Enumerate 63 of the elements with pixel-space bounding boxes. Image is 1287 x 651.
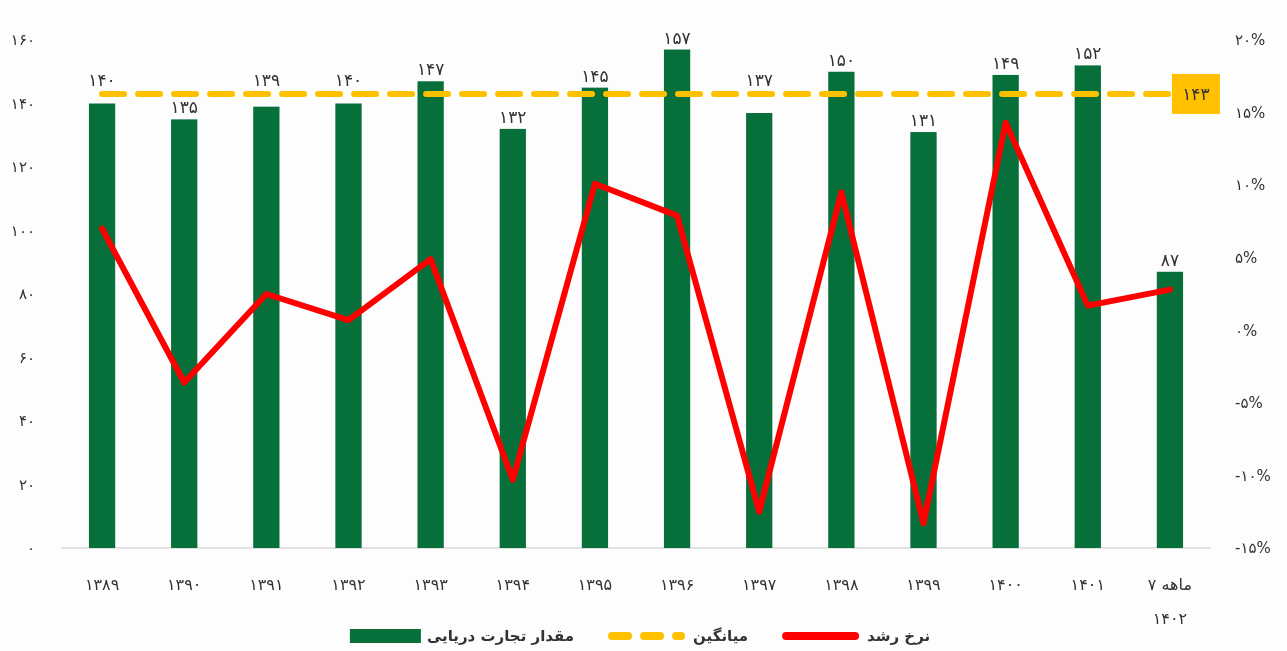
y2-tick-label: ۲۰% <box>1235 31 1266 50</box>
y-tick-label: ۸۰ <box>18 285 35 304</box>
x-tick-label: ۱۳۹۸ <box>824 575 859 594</box>
legend-label: مقدار تجارت دریایی <box>426 627 575 646</box>
y2-tick-label: ۵% <box>1235 249 1258 268</box>
bar <box>1156 271 1184 548</box>
bar <box>499 128 526 548</box>
data-label: ۱۳۵ <box>170 97 198 118</box>
bar <box>828 71 855 548</box>
x-tick-label: ۱۳۹۷ <box>742 575 777 594</box>
y-tick-label: ۶۰ <box>18 348 35 367</box>
x-tick-label: ۷ ماهه ۱۴۰۲ <box>1147 575 1193 628</box>
data-label: ۱۳۲ <box>499 106 527 127</box>
data-label: ۱۴۹ <box>991 52 1020 73</box>
bar <box>88 103 116 548</box>
bar <box>746 113 773 548</box>
y2-tick-label: ۰% <box>1235 321 1258 340</box>
data-label: ۱۳۹ <box>252 69 281 90</box>
x-tick-label: ۱۴۰۱ <box>1070 575 1105 594</box>
data-label: ۱۵۷ <box>663 27 691 48</box>
bar <box>417 81 444 548</box>
data-label: ۱۳۱ <box>909 110 938 131</box>
y-tick-label: ۱۶۰ <box>10 31 35 50</box>
x-tick-label: ۱۳۸۹ <box>84 575 120 594</box>
y-tick-label: ۴۰ <box>18 412 35 431</box>
data-label: ۱۴۰ <box>88 69 116 90</box>
x-tick-label: ۱۴۰۰ <box>988 575 1023 594</box>
bar <box>581 87 609 548</box>
legend-label: نرخ رشد <box>867 627 931 646</box>
x-tick-label: ۱۳۹۶ <box>659 575 695 594</box>
data-label: ۱۵۰ <box>827 49 856 70</box>
data-label: ۱۴۰ <box>334 69 363 90</box>
y2-tick-label: -۱۰% <box>1235 466 1271 485</box>
x-tick-label: ۱۳۹۰ <box>167 575 202 594</box>
bar <box>253 106 280 548</box>
y2-tick-label: -۱۵% <box>1235 539 1271 558</box>
bar <box>171 119 198 548</box>
data-label: ۱۴۵ <box>581 65 609 86</box>
y-tick-label: ۱۲۰ <box>10 158 35 177</box>
x-tick-label: ۱۳۹۹ <box>906 575 941 594</box>
x-tick-label: ۱۳۹۳ <box>413 575 449 594</box>
y-tick-label: ۱۴۰ <box>10 94 35 113</box>
data-label: ۱۴۷ <box>416 59 445 80</box>
y2-tick-label: -۵% <box>1235 394 1263 413</box>
bar <box>335 103 362 548</box>
bar <box>992 74 1019 548</box>
y-tick-label: ۰ <box>26 539 35 558</box>
x-tick-label: ۱۳۹۴ <box>495 575 530 594</box>
bar <box>1074 65 1101 548</box>
y2-tick-label: ۱۰% <box>1235 176 1266 195</box>
y2-tick-label: ۱۵% <box>1235 103 1266 122</box>
x-tick-label: ۱۳۹۱ <box>249 575 284 594</box>
bar <box>663 49 691 548</box>
x-tick-label: ۱۳۹۲ <box>331 575 366 594</box>
data-label: ۱۴۳ <box>1182 83 1210 104</box>
legend-label: میانگین <box>693 627 749 646</box>
y-tick-label: ۱۰۰ <box>10 221 35 240</box>
data-label: ۸۷ <box>1160 249 1180 270</box>
x-tick-label: ۱۳۹۵ <box>577 575 613 594</box>
y-tick-label: ۲۰ <box>18 475 35 494</box>
data-label: ۱۳۷ <box>745 69 773 90</box>
bar <box>910 132 937 548</box>
data-label: ۱۵۲ <box>1074 43 1102 64</box>
